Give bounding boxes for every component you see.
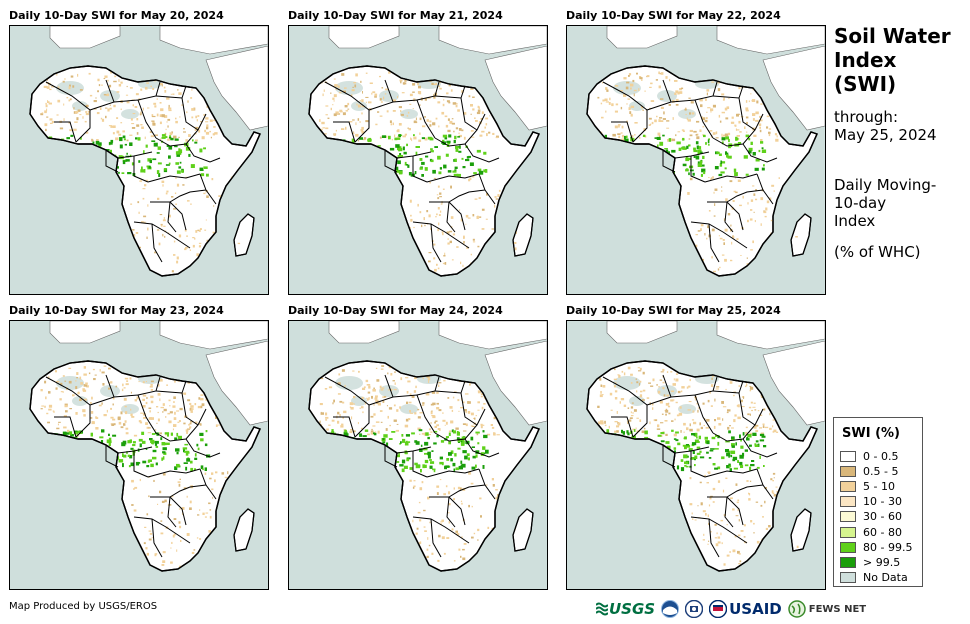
legend-item: > 99.5: [840, 555, 900, 569]
panel-title-4: Daily 10-Day SWI for May 23, 2024: [9, 304, 224, 317]
legend-label: No Data: [863, 571, 908, 585]
legend-swatch: [840, 511, 856, 523]
country-borders: [324, 79, 500, 263]
legend-item: 10 - 30: [840, 495, 902, 509]
noaa-seal-icon: [661, 600, 680, 618]
legend-label: > 99.5: [863, 555, 901, 569]
middle-east-landmass: [484, 340, 547, 426]
legend-label: 10 - 30: [863, 495, 902, 509]
europe-landmass: [606, 26, 825, 55]
legend-item: 80 - 99.5: [840, 540, 912, 554]
panel-title-2: Daily 10-Day SWI for May 21, 2024: [288, 9, 503, 22]
legend-item: 0 - 0.5: [840, 449, 898, 463]
commerce-seal-icon: [685, 600, 704, 618]
usgs-logo: USGS: [596, 600, 655, 618]
legend-swatch: [840, 496, 856, 508]
africa-map: [308, 26, 547, 277]
europe-landmass: [49, 321, 268, 350]
doc-logo: [685, 600, 704, 618]
country-borders: [602, 374, 778, 558]
middle-east-landmass: [484, 45, 547, 131]
usaid-logo-text: USAID: [729, 600, 782, 618]
legend-label: 0 - 0.5: [863, 449, 899, 463]
fewsnet-logo-text: FEWS NET: [808, 603, 867, 615]
country-borders: [45, 79, 221, 263]
map-panel-1: [9, 25, 269, 295]
map-panel-6: [566, 320, 826, 590]
madagascar-landmass: [512, 508, 534, 552]
legend-swatch: [840, 450, 856, 462]
middle-east-landmass: [762, 45, 825, 131]
madagascar-landmass: [790, 213, 812, 257]
panel-title-6: Daily 10-Day SWI for May 25, 2024: [566, 304, 781, 317]
map-panel-2: [288, 25, 548, 295]
legend-item: 5 - 10: [840, 479, 895, 493]
map-panel-4: [9, 320, 269, 590]
africa-map: [308, 321, 547, 572]
country-borders: [45, 374, 221, 558]
africa-map: [29, 321, 268, 572]
europe-landmass: [606, 321, 825, 350]
middle-east-landmass: [205, 45, 268, 131]
europe-landmass: [328, 26, 547, 55]
panel-title-1: Daily 10-Day SWI for May 20, 2024: [9, 9, 224, 22]
legend-swatch: [840, 572, 856, 584]
sidebar-title-line2: Index: [834, 48, 897, 72]
legend-label: 5 - 10: [863, 479, 895, 493]
map-panel-5: [288, 320, 548, 590]
description-line1: Daily Moving-: [834, 176, 937, 194]
africa-map: [586, 321, 825, 572]
legend-item: No Data: [840, 571, 908, 585]
legend-swatch: [840, 556, 856, 568]
noaa-logo: [661, 600, 680, 618]
globe-icon: [787, 600, 806, 618]
panel-title-3: Daily 10-Day SWI for May 22, 2024: [566, 9, 781, 22]
description-line3: Index: [834, 212, 876, 230]
sidebar-title-line1: Soil Water: [834, 24, 951, 48]
agency-logos: USGS USAID FEWS NET: [596, 598, 872, 620]
sidebar-title: Soil Water Index (SWI): [834, 24, 968, 96]
europe-landmass: [328, 321, 547, 350]
through-block: through: May 25, 2024: [834, 108, 968, 144]
legend-label: 0.5 - 5: [863, 464, 899, 478]
legend-swatch: [840, 541, 856, 553]
madagascar-landmass: [233, 508, 255, 552]
madagascar-landmass: [790, 508, 812, 552]
map-panel-3: [566, 25, 826, 295]
sidebar-title-line3: (SWI): [834, 72, 897, 96]
credit-text: Map Produced by USGS/EROS: [9, 601, 158, 612]
legend-swatch: [840, 526, 856, 538]
usgs-logo-text: USGS: [609, 600, 656, 618]
legend-item: 60 - 80: [840, 525, 902, 539]
legend-label: 80 - 99.5: [863, 540, 913, 554]
africa-map: [586, 26, 825, 277]
country-borders: [324, 374, 500, 558]
middle-east-landmass: [762, 340, 825, 426]
country-borders: [602, 79, 778, 263]
fewsnet-logo: FEWS NET: [787, 600, 867, 618]
unit-label: (% of WHC): [834, 243, 921, 261]
legend-swatch: [840, 465, 856, 477]
legend-item: 30 - 60: [840, 510, 902, 524]
madagascar-landmass: [233, 213, 255, 257]
europe-landmass: [49, 26, 268, 55]
usgs-wave-icon: [596, 602, 608, 616]
legend-item: 0.5 - 5: [840, 464, 898, 478]
description-block: Daily Moving- 10-day Index: [834, 176, 968, 230]
usaid-seal-icon: [709, 600, 728, 618]
through-label: through:: [834, 108, 898, 126]
legend-swatch: [840, 480, 856, 492]
through-date: May 25, 2024: [834, 126, 937, 144]
middle-east-landmass: [205, 340, 268, 426]
legend-title: SWI (%): [842, 426, 900, 441]
description-line2: 10-day: [834, 194, 887, 212]
usaid-logo: USAID: [709, 600, 782, 618]
legend-label: 60 - 80: [863, 525, 902, 539]
panel-title-5: Daily 10-Day SWI for May 24, 2024: [288, 304, 503, 317]
legend-label: 30 - 60: [863, 510, 902, 524]
africa-map: [29, 26, 268, 277]
